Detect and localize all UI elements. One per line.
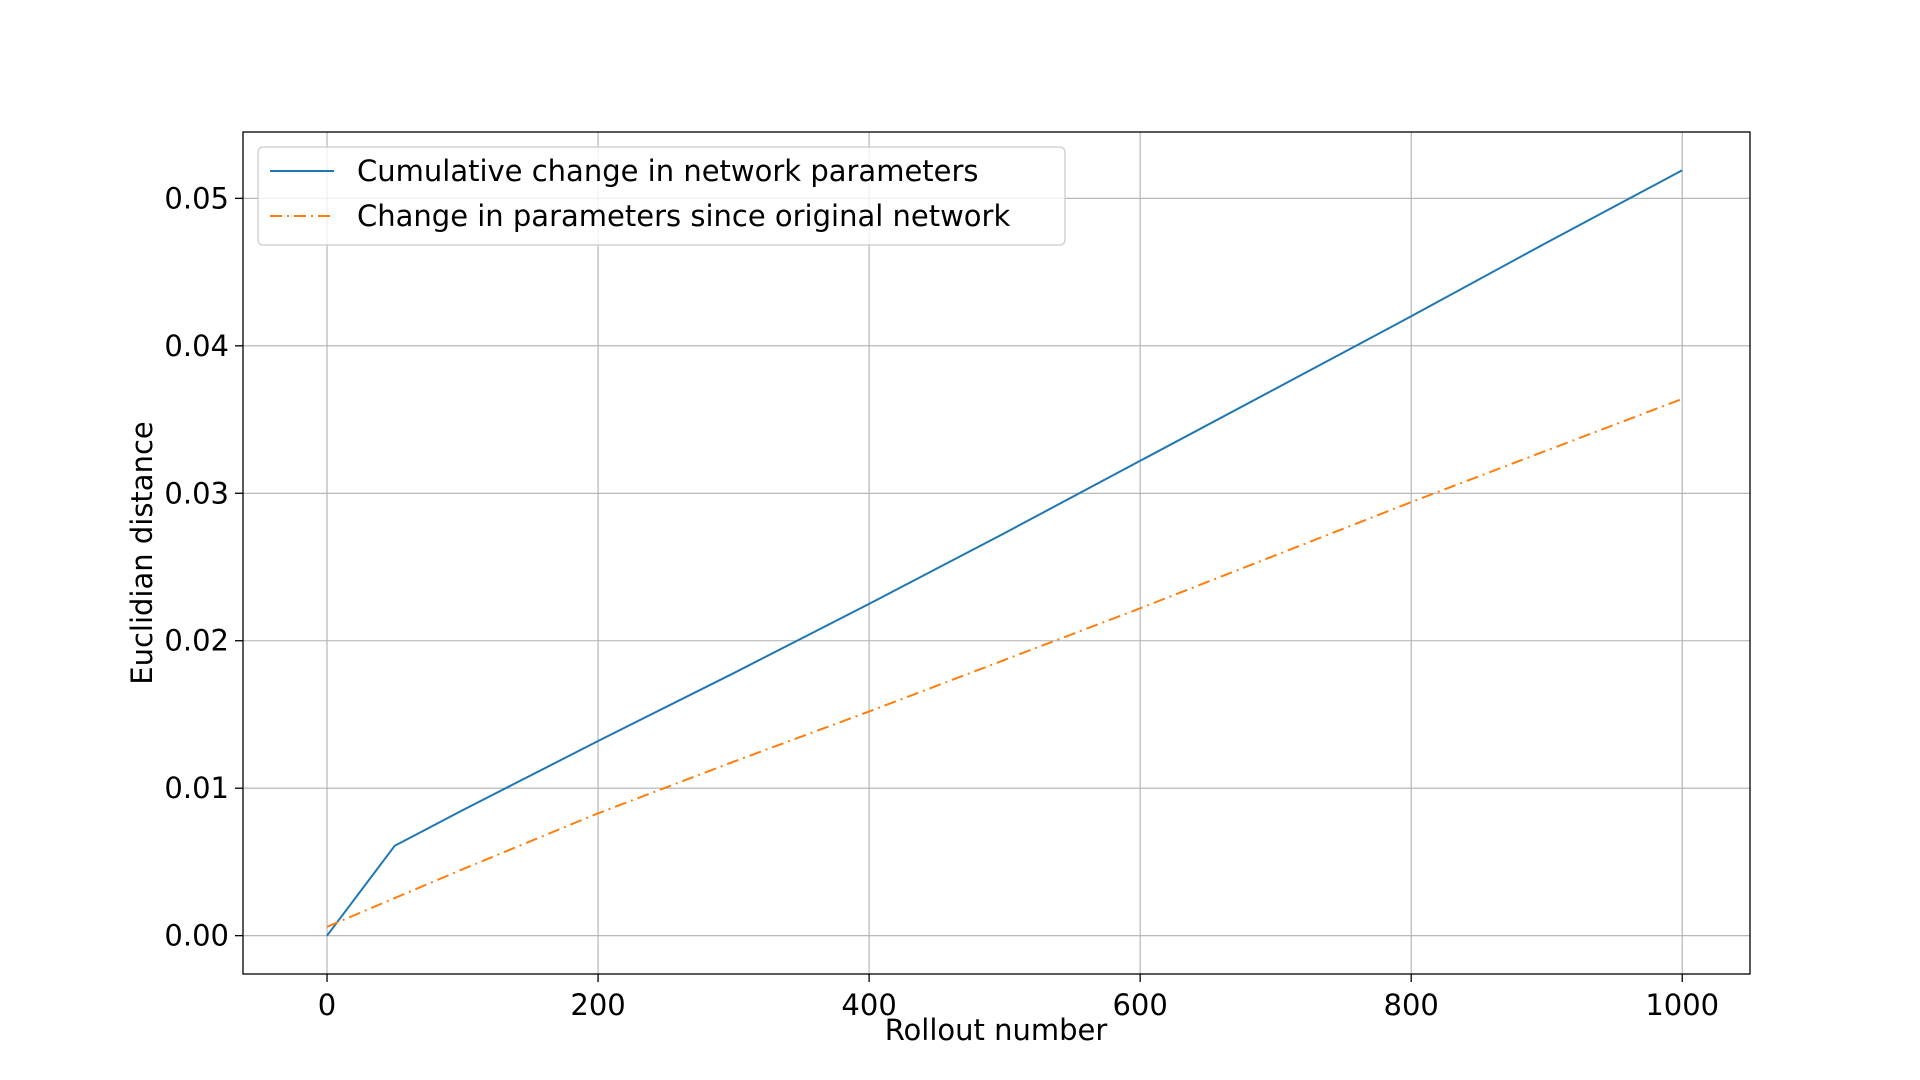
grid-layer [243, 132, 1750, 974]
y-tick-label: 0.01 [164, 771, 229, 805]
y-tick-label: 0.03 [164, 476, 229, 510]
series-layer [326, 169, 1683, 937]
y-tick-label: 0.05 [164, 181, 229, 215]
x-axis-ticks: 0 200 400 600 800 1000 [318, 974, 1719, 1022]
y-tick-label: 0.04 [164, 329, 229, 363]
plot-frame [242, 131, 1751, 975]
y-axis-ticks: 0.00 0.01 0.02 0.03 0.04 0.05 [164, 181, 243, 953]
y-tick-label: 0.00 [164, 919, 229, 953]
series-line-1 [326, 397, 1683, 928]
legend-box [257, 146, 1066, 246]
x-tick-label: 0 [318, 988, 336, 1022]
x-tick-label: 800 [1384, 988, 1439, 1022]
legend-label-since-original: Change in parameters since original netw… [357, 199, 1010, 233]
series-line-0 [326, 169, 1683, 937]
x-tick-label: 1000 [1645, 988, 1719, 1022]
y-tick-label: 0.02 [164, 624, 229, 658]
legend-label-cumulative: Cumulative change in network parameters [357, 154, 979, 188]
x-axis-label: Rollout number [885, 1013, 1108, 1047]
x-tick-label: 400 [841, 988, 896, 1022]
x-tick-label: 600 [1112, 988, 1167, 1022]
legend: Cumulative change in network parameters … [257, 146, 1066, 246]
x-tick-label: 200 [570, 988, 625, 1022]
y-axis-label: Euclidian distance [125, 421, 159, 684]
